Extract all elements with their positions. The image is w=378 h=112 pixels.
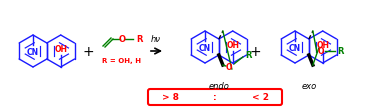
Text: R: R — [337, 47, 343, 56]
Text: :: : — [213, 93, 217, 102]
Text: O: O — [226, 63, 232, 72]
FancyBboxPatch shape — [148, 89, 282, 105]
Text: O: O — [318, 47, 324, 56]
Text: CN: CN — [199, 44, 211, 53]
Text: OH: OH — [316, 41, 329, 50]
Text: > 8: > 8 — [161, 93, 178, 102]
Text: exo: exo — [301, 81, 316, 90]
Text: O: O — [118, 35, 125, 44]
Text: R = OH, H: R = OH, H — [102, 57, 141, 63]
Text: R: R — [136, 35, 143, 44]
Text: OH: OH — [226, 41, 239, 50]
Text: endo: endo — [208, 81, 229, 90]
Text: OH: OH — [54, 45, 67, 54]
Text: R: R — [245, 51, 251, 60]
Text: CN: CN — [289, 44, 301, 53]
Text: hν: hν — [151, 35, 161, 44]
Text: +: + — [249, 45, 261, 58]
Text: < 2: < 2 — [251, 93, 268, 102]
Text: CN: CN — [27, 48, 39, 56]
Text: +: + — [82, 45, 94, 58]
